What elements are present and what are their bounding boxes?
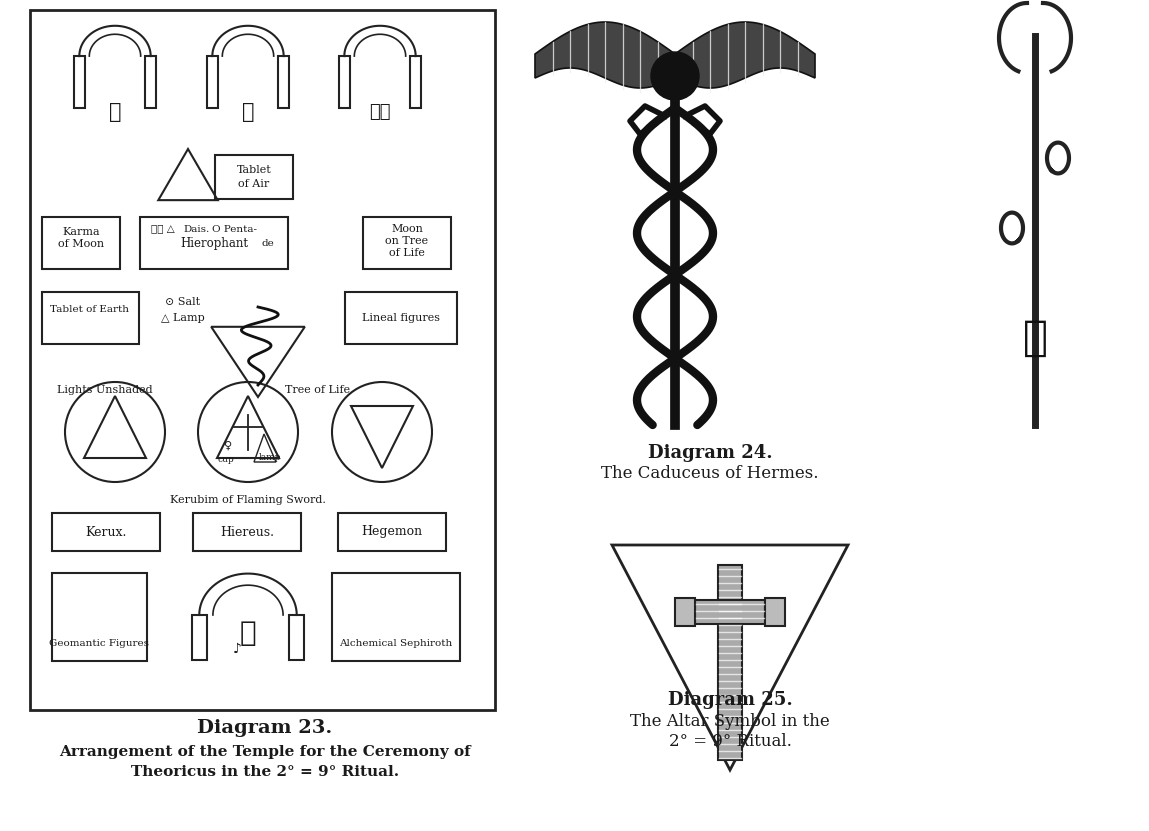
Text: Hiereus.: Hiereus. [219, 525, 273, 538]
Text: הב △: הב △ [152, 224, 175, 234]
Bar [338, 513, 446, 551]
Bar [290, 615, 304, 660]
Bar [278, 57, 290, 108]
Text: Lights Unshaded: Lights Unshaded [57, 385, 153, 395]
Text: O Penta-: O Penta- [211, 224, 256, 234]
Text: Diagram 25.: Diagram 25. [668, 691, 793, 709]
Text: The Caduceus of Hermes.: The Caduceus of Hermes. [601, 465, 819, 483]
Text: The Altar Symbol in the: The Altar Symbol in the [630, 714, 830, 730]
Bar [332, 573, 460, 661]
Text: ס: ס [241, 103, 254, 122]
Text: Tree of Life: Tree of Life [285, 385, 350, 395]
Bar [140, 217, 288, 269]
Circle shape [651, 52, 699, 100]
Text: 2° = 9° Ritual.: 2° = 9° Ritual. [669, 734, 792, 750]
Bar [43, 217, 119, 269]
Polygon shape [535, 22, 674, 88]
Text: Theoricus in the 2° = 9° Ritual.: Theoricus in the 2° = 9° Ritual. [131, 765, 399, 779]
Bar [52, 573, 147, 661]
Text: נ: נ [240, 619, 256, 647]
Text: Tablet of Earth: Tablet of Earth [51, 306, 130, 314]
Bar [193, 513, 301, 551]
Text: Dais.: Dais. [184, 224, 210, 234]
Text: Tablet: Tablet [237, 165, 271, 175]
Bar [674, 598, 695, 626]
Text: lamp: lamp [259, 454, 282, 463]
Text: Karma: Karma [62, 227, 100, 237]
Bar [339, 57, 349, 108]
Text: Moon: Moon [391, 224, 423, 234]
Text: Arrangement of the Temple for the Ceremony of: Arrangement of the Temple for the Ceremo… [59, 745, 471, 759]
Bar [410, 57, 421, 108]
Text: ר: ר [109, 103, 122, 122]
Bar [43, 292, 139, 344]
Bar [192, 615, 207, 660]
Text: Geomantic Figures: Geomantic Figures [49, 638, 149, 647]
Bar [207, 57, 217, 108]
Text: Kerubim of Flaming Sword.: Kerubim of Flaming Sword. [170, 495, 326, 505]
Bar [30, 10, 495, 710]
Text: ל׳: ל׳ [369, 103, 391, 121]
Bar [215, 155, 293, 199]
Text: de: de [262, 239, 275, 248]
Text: of Moon: of Moon [57, 239, 105, 249]
Bar [345, 292, 457, 344]
Text: △ Lamp: △ Lamp [161, 313, 205, 323]
Text: of Life: of Life [390, 248, 425, 258]
Text: Diagram 23.: Diagram 23. [198, 719, 332, 737]
Text: Hegemon: Hegemon [362, 525, 423, 538]
Text: פ: פ [1023, 317, 1048, 359]
Bar [145, 57, 156, 108]
Text: ⊙ Salt: ⊙ Salt [165, 297, 201, 307]
Text: Diagram 24.: Diagram 24. [648, 444, 772, 462]
Text: Alchemical Sephiroth: Alchemical Sephiroth [339, 638, 453, 647]
Bar [695, 600, 765, 624]
Polygon shape [674, 22, 815, 88]
Bar [363, 217, 452, 269]
Bar [52, 513, 160, 551]
Text: Kerux.: Kerux. [85, 525, 126, 538]
Text: on Tree: on Tree [385, 236, 429, 246]
Text: cup: cup [217, 455, 234, 465]
Text: of Air: of Air [238, 179, 270, 189]
Bar [718, 565, 742, 760]
Text: Hierophant: Hierophant [180, 238, 248, 250]
Text: Lineal figures: Lineal figures [362, 313, 440, 323]
Text: ♀: ♀ [224, 441, 232, 451]
Bar [74, 57, 85, 108]
Bar [765, 598, 785, 626]
Text: ♪: ♪ [232, 642, 241, 656]
